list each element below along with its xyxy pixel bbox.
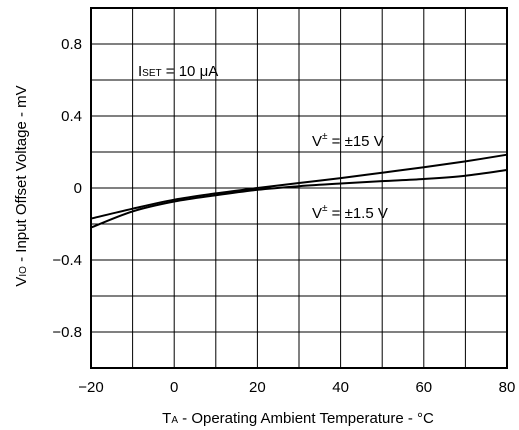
- x-tick-label: 0: [170, 379, 178, 396]
- grid-lines: [91, 8, 507, 368]
- y-tick-label: −0.8: [52, 324, 82, 341]
- annotation-iset: ISET = 10 μA: [138, 63, 218, 80]
- x-tick-label: 40: [332, 379, 349, 396]
- y-tick-label: 0.4: [61, 108, 82, 125]
- annotation-v15: V± = ±15 V: [312, 131, 384, 150]
- annotation-v1-5: V± = ±1.5 V: [312, 203, 388, 222]
- y-axis-label: VIO - Input Offset Voltage - mV: [13, 85, 30, 286]
- x-tick-label: 80: [499, 379, 516, 396]
- x-tick-labels: −20 0 20 40 60 80: [78, 379, 515, 396]
- x-axis-label: TA - Operating Ambient Temperature - °C: [162, 410, 434, 427]
- x-tick-label: −20: [78, 379, 103, 396]
- x-tick-label: 20: [249, 379, 266, 396]
- data-curves: [90, 153, 508, 229]
- plot-frame: [90, 7, 508, 369]
- y-tick-label: 0: [74, 180, 82, 197]
- y-tick-label: 0.8: [61, 36, 82, 53]
- y-tick-label: −0.4: [52, 252, 82, 269]
- series-line-1-5v: [90, 169, 508, 229]
- x-tick-label: 60: [415, 379, 432, 396]
- series-line-15v: [90, 153, 508, 220]
- y-tick-labels: −0.8 −0.4 0 0.4 0.8: [52, 36, 82, 341]
